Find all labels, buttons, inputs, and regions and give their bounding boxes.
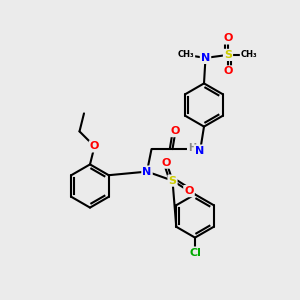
Text: S: S	[224, 50, 232, 60]
Text: O: O	[223, 33, 233, 43]
Text: O: O	[171, 126, 180, 136]
Text: H: H	[188, 142, 196, 153]
Text: N: N	[142, 167, 152, 177]
Text: Cl: Cl	[189, 248, 201, 258]
Text: O: O	[223, 66, 233, 76]
Text: CH₃: CH₃	[241, 50, 257, 59]
Text: CH₃: CH₃	[178, 50, 194, 59]
Text: N: N	[195, 146, 204, 156]
Text: O: O	[184, 186, 194, 196]
Text: O: O	[162, 158, 171, 168]
Text: S: S	[169, 176, 176, 186]
Text: O: O	[90, 141, 99, 152]
Text: N: N	[201, 53, 210, 63]
